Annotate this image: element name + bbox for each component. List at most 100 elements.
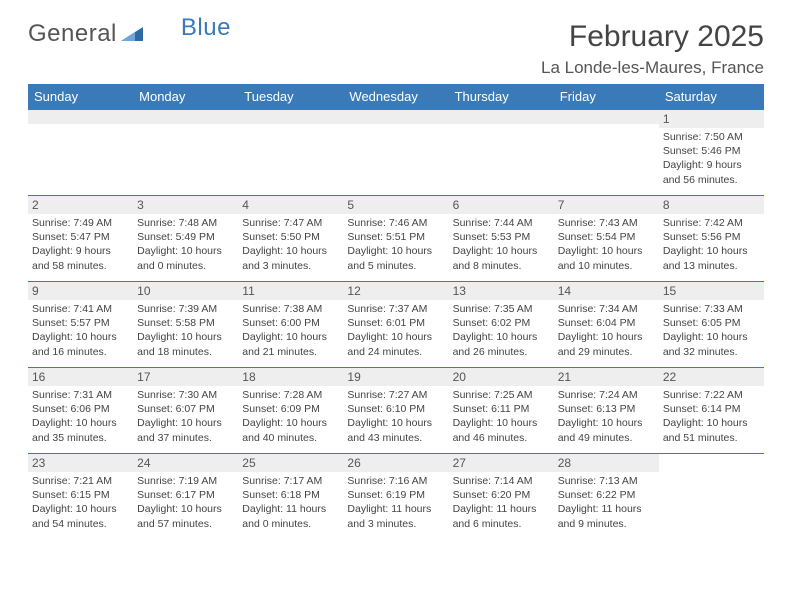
- day-cell: 21Sunrise: 7:24 AMSunset: 6:13 PMDayligh…: [554, 368, 659, 454]
- day-number: 9: [28, 282, 133, 300]
- day-info: Sunrise: 7:47 AMSunset: 5:50 PMDaylight:…: [238, 214, 343, 273]
- info-sunrise: Sunrise: 7:46 AM: [347, 216, 444, 230]
- day-number: 12: [343, 282, 448, 300]
- day-number: 4: [238, 196, 343, 214]
- day-cell: 18Sunrise: 7:28 AMSunset: 6:09 PMDayligh…: [238, 368, 343, 454]
- empty-day-bar: [133, 110, 238, 124]
- day-number: 23: [28, 454, 133, 472]
- info-day2: and 13 minutes.: [663, 259, 760, 273]
- week-row: 1Sunrise: 7:50 AMSunset: 5:46 PMDaylight…: [28, 110, 764, 196]
- info-day1: Daylight: 10 hours: [558, 330, 655, 344]
- info-sunset: Sunset: 5:56 PM: [663, 230, 760, 244]
- col-thursday: Thursday: [449, 84, 554, 110]
- info-day2: and 43 minutes.: [347, 431, 444, 445]
- info-sunset: Sunset: 5:49 PM: [137, 230, 234, 244]
- info-sunrise: Sunrise: 7:43 AM: [558, 216, 655, 230]
- info-sunrise: Sunrise: 7:42 AM: [663, 216, 760, 230]
- day-cell: [449, 110, 554, 196]
- day-info: Sunrise: 7:35 AMSunset: 6:02 PMDaylight:…: [449, 300, 554, 359]
- logo-triangle-icon: [121, 23, 143, 46]
- day-number: 5: [343, 196, 448, 214]
- info-day2: and 21 minutes.: [242, 345, 339, 359]
- day-number: 25: [238, 454, 343, 472]
- info-day2: and 0 minutes.: [242, 517, 339, 531]
- calendar-body: 1Sunrise: 7:50 AMSunset: 5:46 PMDaylight…: [28, 110, 764, 540]
- day-cell: 6Sunrise: 7:44 AMSunset: 5:53 PMDaylight…: [449, 196, 554, 282]
- info-sunrise: Sunrise: 7:44 AM: [453, 216, 550, 230]
- info-sunrise: Sunrise: 7:34 AM: [558, 302, 655, 316]
- info-day1: Daylight: 10 hours: [32, 330, 129, 344]
- info-day2: and 29 minutes.: [558, 345, 655, 359]
- info-sunset: Sunset: 6:19 PM: [347, 488, 444, 502]
- day-cell: 3Sunrise: 7:48 AMSunset: 5:49 PMDaylight…: [133, 196, 238, 282]
- col-tuesday: Tuesday: [238, 84, 343, 110]
- info-day2: and 51 minutes.: [663, 431, 760, 445]
- info-sunrise: Sunrise: 7:30 AM: [137, 388, 234, 402]
- day-number: 11: [238, 282, 343, 300]
- day-number: 6: [449, 196, 554, 214]
- info-day1: Daylight: 11 hours: [242, 502, 339, 516]
- day-info: Sunrise: 7:42 AMSunset: 5:56 PMDaylight:…: [659, 214, 764, 273]
- info-day1: Daylight: 10 hours: [663, 244, 760, 258]
- info-day1: Daylight: 10 hours: [242, 330, 339, 344]
- day-number: 3: [133, 196, 238, 214]
- info-sunset: Sunset: 5:53 PM: [453, 230, 550, 244]
- info-sunrise: Sunrise: 7:37 AM: [347, 302, 444, 316]
- info-sunrise: Sunrise: 7:17 AM: [242, 474, 339, 488]
- info-day2: and 18 minutes.: [137, 345, 234, 359]
- info-day1: Daylight: 10 hours: [347, 330, 444, 344]
- day-info: Sunrise: 7:14 AMSunset: 6:20 PMDaylight:…: [449, 472, 554, 531]
- header: General Blue February 2025 La Londe-les-…: [28, 20, 764, 78]
- empty-day-bar: [343, 110, 448, 124]
- day-info: Sunrise: 7:33 AMSunset: 6:05 PMDaylight:…: [659, 300, 764, 359]
- info-sunrise: Sunrise: 7:24 AM: [558, 388, 655, 402]
- info-sunrise: Sunrise: 7:22 AM: [663, 388, 760, 402]
- day-number: 14: [554, 282, 659, 300]
- brand-part1: General: [28, 20, 117, 48]
- day-info: Sunrise: 7:41 AMSunset: 5:57 PMDaylight:…: [28, 300, 133, 359]
- day-cell: 16Sunrise: 7:31 AMSunset: 6:06 PMDayligh…: [28, 368, 133, 454]
- location: La Londe-les-Maures, France: [541, 58, 764, 78]
- day-cell: [28, 110, 133, 196]
- info-sunrise: Sunrise: 7:14 AM: [453, 474, 550, 488]
- day-number: 22: [659, 368, 764, 386]
- day-cell: 1Sunrise: 7:50 AMSunset: 5:46 PMDaylight…: [659, 110, 764, 196]
- day-cell: [554, 110, 659, 196]
- day-cell: 28Sunrise: 7:13 AMSunset: 6:22 PMDayligh…: [554, 454, 659, 540]
- day-number: 24: [133, 454, 238, 472]
- info-sunset: Sunset: 6:02 PM: [453, 316, 550, 330]
- info-sunset: Sunset: 5:51 PM: [347, 230, 444, 244]
- day-number: 7: [554, 196, 659, 214]
- info-day2: and 9 minutes.: [558, 517, 655, 531]
- day-info: Sunrise: 7:39 AMSunset: 5:58 PMDaylight:…: [133, 300, 238, 359]
- info-day2: and 40 minutes.: [242, 431, 339, 445]
- empty-day-bar: [554, 110, 659, 124]
- info-day1: Daylight: 10 hours: [453, 416, 550, 430]
- info-sunset: Sunset: 6:15 PM: [32, 488, 129, 502]
- month-title: February 2025: [541, 20, 764, 54]
- day-cell: 7Sunrise: 7:43 AMSunset: 5:54 PMDaylight…: [554, 196, 659, 282]
- info-day1: Daylight: 10 hours: [137, 502, 234, 516]
- day-number: 26: [343, 454, 448, 472]
- week-row: 23Sunrise: 7:21 AMSunset: 6:15 PMDayligh…: [28, 454, 764, 540]
- day-cell: 25Sunrise: 7:17 AMSunset: 6:18 PMDayligh…: [238, 454, 343, 540]
- info-sunset: Sunset: 5:46 PM: [663, 144, 760, 158]
- title-block: February 2025 La Londe-les-Maures, Franc…: [541, 20, 764, 78]
- day-cell: 24Sunrise: 7:19 AMSunset: 6:17 PMDayligh…: [133, 454, 238, 540]
- day-number: 1: [659, 110, 764, 128]
- col-wednesday: Wednesday: [343, 84, 448, 110]
- info-day2: and 6 minutes.: [453, 517, 550, 531]
- day-cell: [238, 110, 343, 196]
- day-number: 18: [238, 368, 343, 386]
- calendar-table: Sunday Monday Tuesday Wednesday Thursday…: [28, 84, 764, 540]
- info-sunset: Sunset: 6:06 PM: [32, 402, 129, 416]
- day-info: Sunrise: 7:22 AMSunset: 6:14 PMDaylight:…: [659, 386, 764, 445]
- day-cell: 11Sunrise: 7:38 AMSunset: 6:00 PMDayligh…: [238, 282, 343, 368]
- info-sunset: Sunset: 5:58 PM: [137, 316, 234, 330]
- info-day2: and 5 minutes.: [347, 259, 444, 273]
- empty-day-bar: [238, 110, 343, 124]
- col-monday: Monday: [133, 84, 238, 110]
- info-sunset: Sunset: 6:10 PM: [347, 402, 444, 416]
- day-info: Sunrise: 7:27 AMSunset: 6:10 PMDaylight:…: [343, 386, 448, 445]
- info-day2: and 58 minutes.: [32, 259, 129, 273]
